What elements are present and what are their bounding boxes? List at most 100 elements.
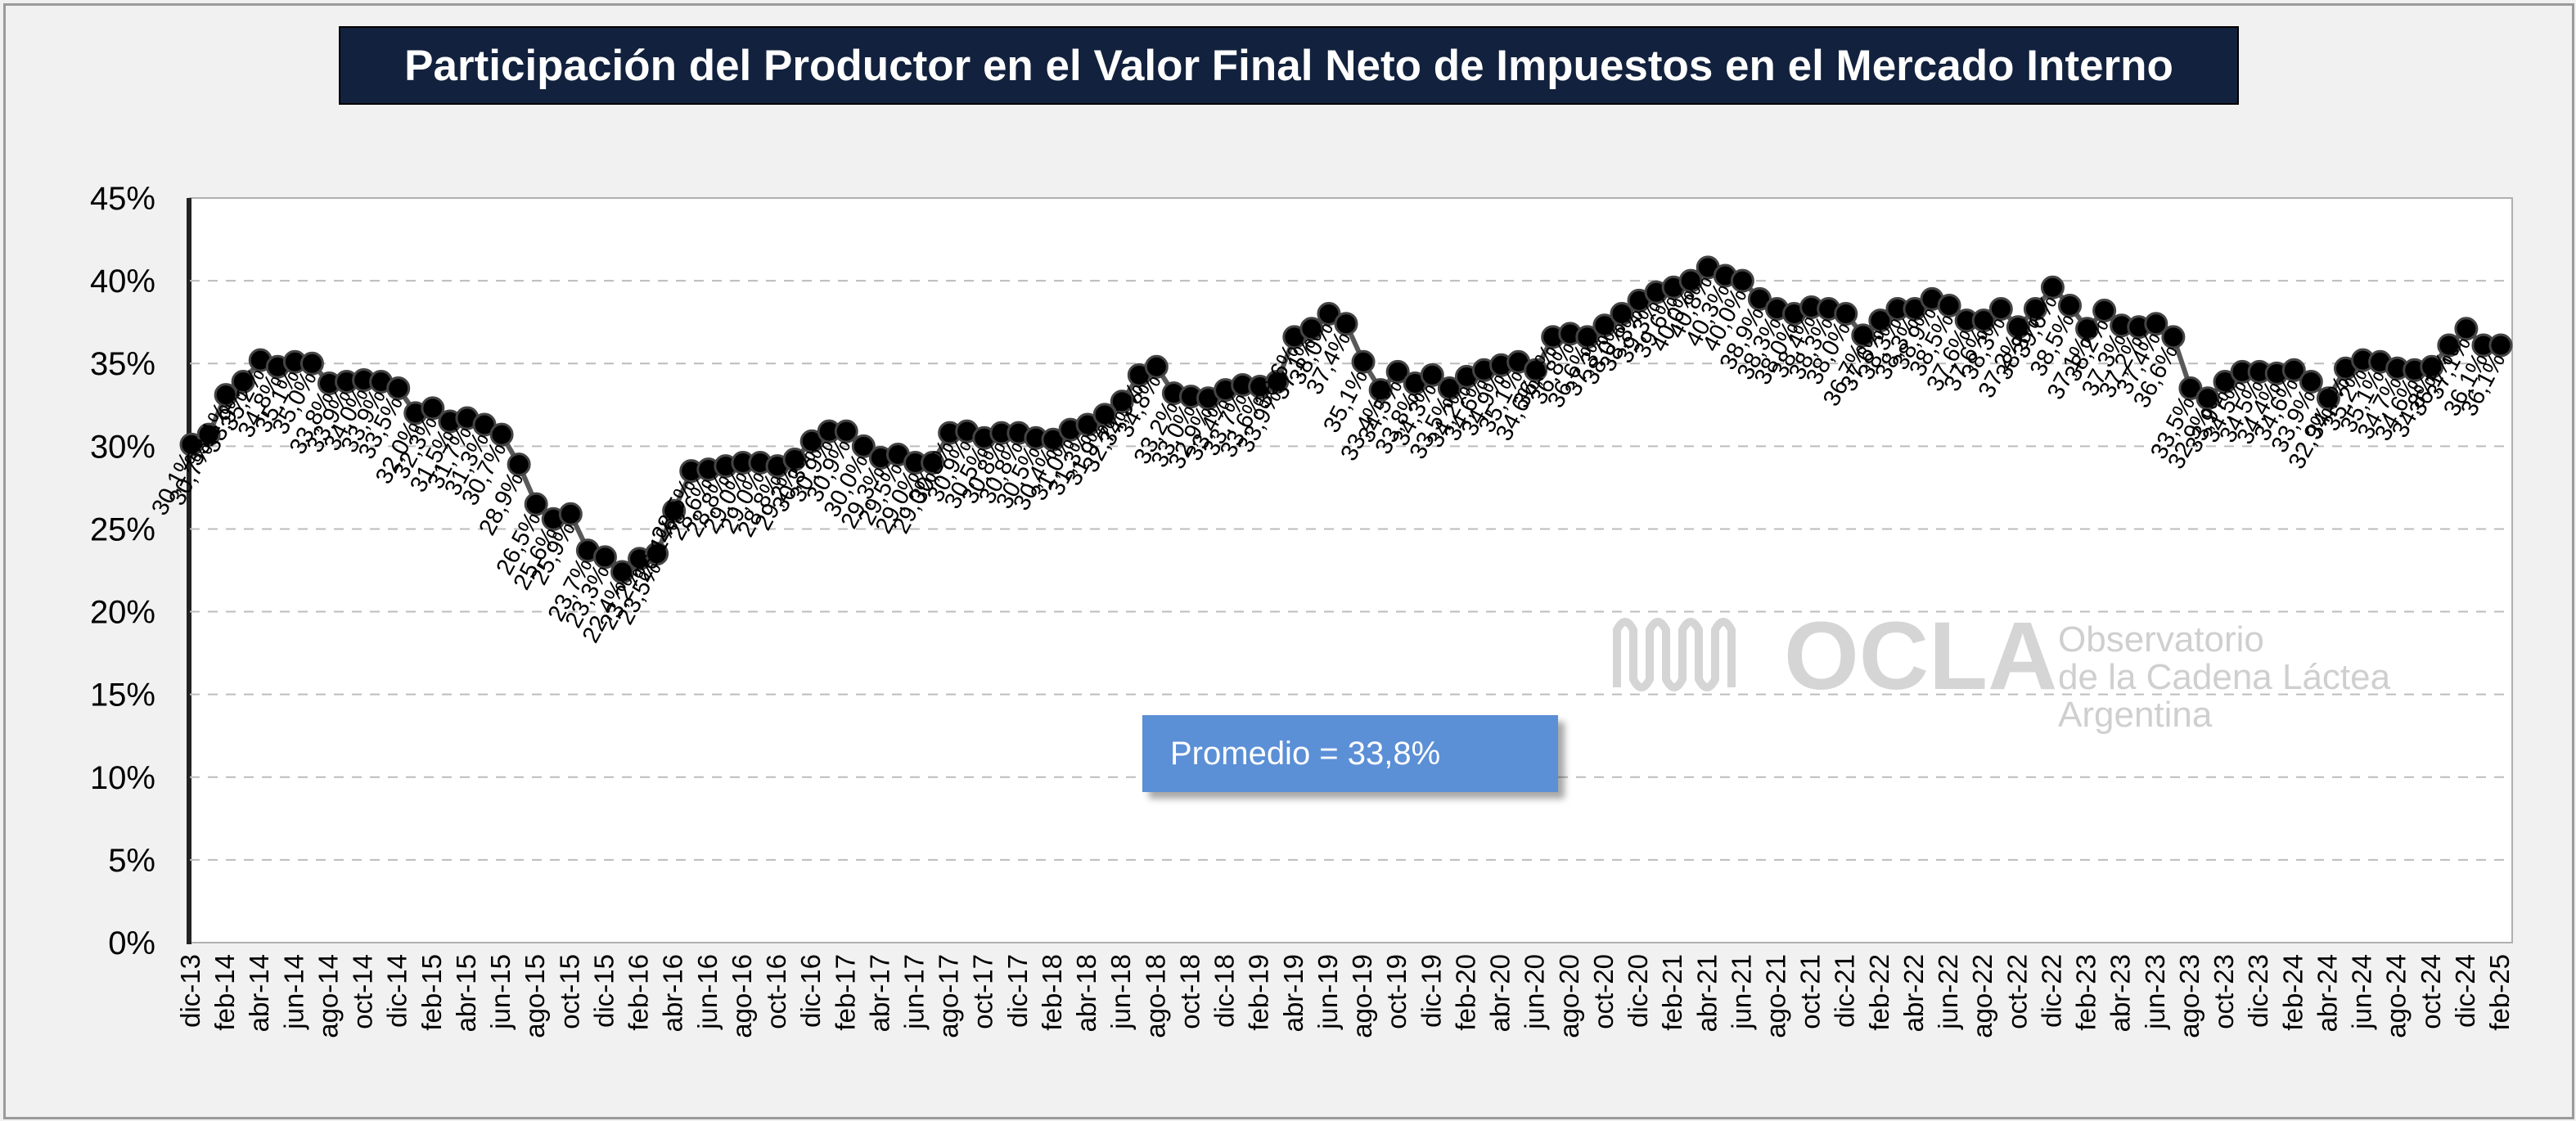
x-tick-label: oct-19 [1381, 954, 1412, 1029]
data-point [2075, 317, 2100, 341]
x-tick-label: ago-24 [2381, 954, 2412, 1038]
x-tick-label: dic-13 [175, 954, 205, 1028]
x-tick-label: abr-17 [864, 954, 894, 1032]
series-line-group [179, 255, 2513, 584]
x-tick-label: ago-18 [1140, 954, 1170, 1038]
x-tick-label: abr-16 [658, 954, 688, 1032]
x-tick-label: jun-14 [278, 954, 308, 1030]
x-tick-label: feb-23 [2071, 954, 2101, 1031]
y-axis: 0% 5% 10% 15% 20% 25% 30% 35% 40% 45% [90, 181, 155, 961]
x-tick-label: oct-14 [348, 954, 378, 1029]
x-tick-label: abr-20 [1485, 954, 1515, 1032]
x-tick-label: dic-17 [1002, 954, 1033, 1028]
data-point [1299, 317, 1324, 341]
data-point [231, 369, 255, 394]
data-point [1334, 312, 1358, 336]
y-tick-label: 0% [108, 925, 155, 961]
data-point [2454, 317, 2479, 341]
data-point [1420, 362, 1444, 387]
x-tick-label: dic-14 [382, 954, 412, 1028]
data-point [2040, 275, 2065, 299]
data-point [610, 560, 634, 584]
chart-title: Participación del Productor en el Valor … [404, 41, 2173, 90]
x-tick-label: abr-15 [451, 954, 481, 1032]
data-point [592, 545, 617, 570]
watermark-line1: Observatorio [2058, 619, 2264, 660]
data-point [1265, 369, 1290, 394]
x-tick-label: jun-15 [485, 954, 516, 1030]
data-point [2437, 333, 2461, 358]
ocla-watermark: OCLA Observatorio de la Cadena Láctea Ar… [1613, 602, 2391, 735]
data-point [1610, 302, 1634, 326]
data-point [1385, 359, 1410, 384]
data-point [2281, 358, 2306, 382]
x-tick-label: jun-21 [1726, 954, 1756, 1030]
data-point [2144, 312, 2168, 336]
x-tick-label: oct-24 [2416, 954, 2446, 1029]
data-point [2316, 386, 2340, 411]
x-tick-label: jun-23 [2140, 954, 2170, 1030]
data-point [1437, 376, 1461, 401]
x-tick-label: feb-19 [1244, 954, 1274, 1031]
data-point [2299, 369, 2323, 394]
data-point [1592, 313, 1617, 338]
x-tick-label: feb-15 [417, 954, 447, 1031]
x-tick-label: dic-22 [2036, 954, 2066, 1028]
data-point [1868, 308, 1893, 333]
x-tick-label: jun-19 [1313, 954, 1343, 1030]
x-tick-label: dic-19 [1416, 954, 1446, 1028]
data-point [2178, 376, 2203, 401]
x-tick-label: dic-20 [1623, 954, 1653, 1028]
x-tick-label: ago-15 [520, 954, 550, 1038]
x-tick-label: feb-18 [1037, 954, 1067, 1031]
title-banner: Participación del Productor en el Valor … [339, 26, 2239, 105]
data-point [524, 492, 548, 516]
x-tick-label: oct-16 [761, 954, 791, 1029]
data-point [214, 383, 238, 407]
data-point [299, 351, 324, 376]
x-tick-label: ago-17 [934, 954, 964, 1038]
data-point [1834, 302, 1858, 326]
data-point [2023, 296, 2047, 321]
x-axis: dic-13 feb-14 abr-14 jun-14 ago-14 oct-14 dic-… [175, 954, 2515, 1038]
data-point [421, 396, 445, 421]
x-tick-label: jun-22 [1933, 954, 1963, 1030]
data-point [1971, 308, 1996, 333]
x-tick-label: abr-18 [1071, 954, 1101, 1032]
x-tick-label: ago-23 [2174, 954, 2204, 1038]
data-point [1075, 412, 1100, 437]
data-point [2213, 369, 2237, 394]
x-tick-label: ago-19 [1347, 954, 1377, 1038]
x-tick-label: feb-16 [624, 954, 654, 1031]
x-tick-label: abr-19 [1278, 954, 1308, 1032]
average-callout: Promedio = 33,8% [1142, 715, 1558, 792]
x-tick-label: jun-18 [1106, 954, 1136, 1030]
data-point [782, 448, 807, 472]
data-point [507, 452, 531, 477]
data-point [2006, 315, 2030, 340]
x-tick-label: oct-23 [2209, 954, 2239, 1029]
x-tick-label: ago-14 [313, 954, 343, 1038]
y-tick-label: 20% [90, 595, 155, 631]
x-tick-label: jun-17 [899, 954, 930, 1030]
x-tick-label: abr-21 [1691, 954, 1722, 1032]
x-tick-label: dic-16 [795, 954, 826, 1028]
data-point [2058, 293, 2083, 317]
data-point [1903, 296, 1927, 321]
data-point [2161, 325, 2186, 349]
x-tick-label: feb-14 [209, 954, 240, 1031]
x-tick-label: oct-18 [1174, 954, 1205, 1029]
watermark-line3: Argentina [2058, 695, 2213, 735]
x-tick-label: feb-20 [1450, 954, 1480, 1031]
data-point [558, 502, 583, 526]
x-tick-label: dic-23 [2243, 954, 2273, 1028]
x-tick-label: abr-14 [244, 954, 274, 1032]
data-point [1351, 349, 1376, 374]
x-tick-label: ago-16 [727, 954, 757, 1038]
data-point [2420, 354, 2444, 379]
data-point [834, 419, 858, 443]
data-point [196, 422, 221, 447]
y-tick-label: 10% [90, 760, 155, 796]
x-tick-label: ago-20 [1554, 954, 1584, 1038]
